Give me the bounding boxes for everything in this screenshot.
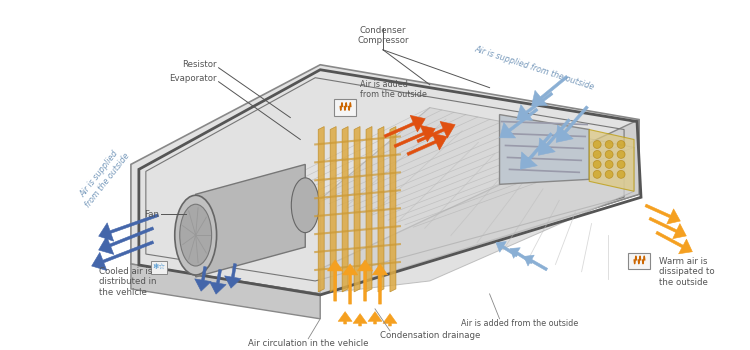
Polygon shape — [196, 164, 305, 277]
Polygon shape — [590, 130, 634, 191]
Polygon shape — [378, 127, 384, 292]
Circle shape — [605, 160, 613, 168]
Polygon shape — [342, 127, 348, 292]
Ellipse shape — [291, 178, 320, 233]
Polygon shape — [500, 114, 590, 184]
Ellipse shape — [175, 195, 217, 275]
Circle shape — [605, 140, 613, 148]
Text: Air is added from the outside: Air is added from the outside — [460, 319, 578, 328]
Polygon shape — [131, 264, 320, 319]
Ellipse shape — [180, 204, 212, 266]
Polygon shape — [320, 120, 639, 294]
FancyBboxPatch shape — [334, 99, 356, 116]
Circle shape — [617, 160, 625, 168]
Circle shape — [605, 150, 613, 159]
Circle shape — [593, 170, 602, 178]
Text: Warm air is
dissipated to
the outside: Warm air is dissipated to the outside — [659, 257, 715, 287]
Polygon shape — [390, 127, 396, 292]
Text: Air is added
from the outside: Air is added from the outside — [360, 80, 427, 99]
Text: Air is supplied from the outside: Air is supplied from the outside — [473, 44, 596, 91]
Text: Resistor: Resistor — [182, 60, 217, 69]
Circle shape — [617, 140, 625, 148]
Polygon shape — [366, 127, 372, 292]
Text: Cooled air is
distributed in
the vehicle: Cooled air is distributed in the vehicle — [99, 267, 157, 297]
Polygon shape — [320, 107, 634, 294]
Text: Air circulation in the vehicle: Air circulation in the vehicle — [248, 339, 368, 348]
Polygon shape — [318, 127, 324, 292]
Text: Condensation drainage: Condensation drainage — [380, 331, 480, 340]
Circle shape — [593, 140, 602, 148]
Polygon shape — [354, 127, 360, 292]
Circle shape — [593, 150, 602, 159]
Circle shape — [593, 160, 602, 168]
Text: Evaporator: Evaporator — [169, 74, 217, 83]
FancyBboxPatch shape — [628, 253, 650, 269]
Circle shape — [617, 150, 625, 159]
Circle shape — [605, 170, 613, 178]
Text: Air is supplied
from the outside: Air is supplied from the outside — [75, 145, 131, 209]
Polygon shape — [330, 127, 336, 292]
Text: Condenser
Compressor: Condenser Compressor — [357, 26, 409, 45]
Circle shape — [617, 170, 625, 178]
Text: Fan: Fan — [144, 210, 159, 219]
Text: ❄☆: ❄☆ — [152, 263, 166, 272]
Polygon shape — [131, 65, 639, 294]
FancyBboxPatch shape — [151, 261, 166, 274]
